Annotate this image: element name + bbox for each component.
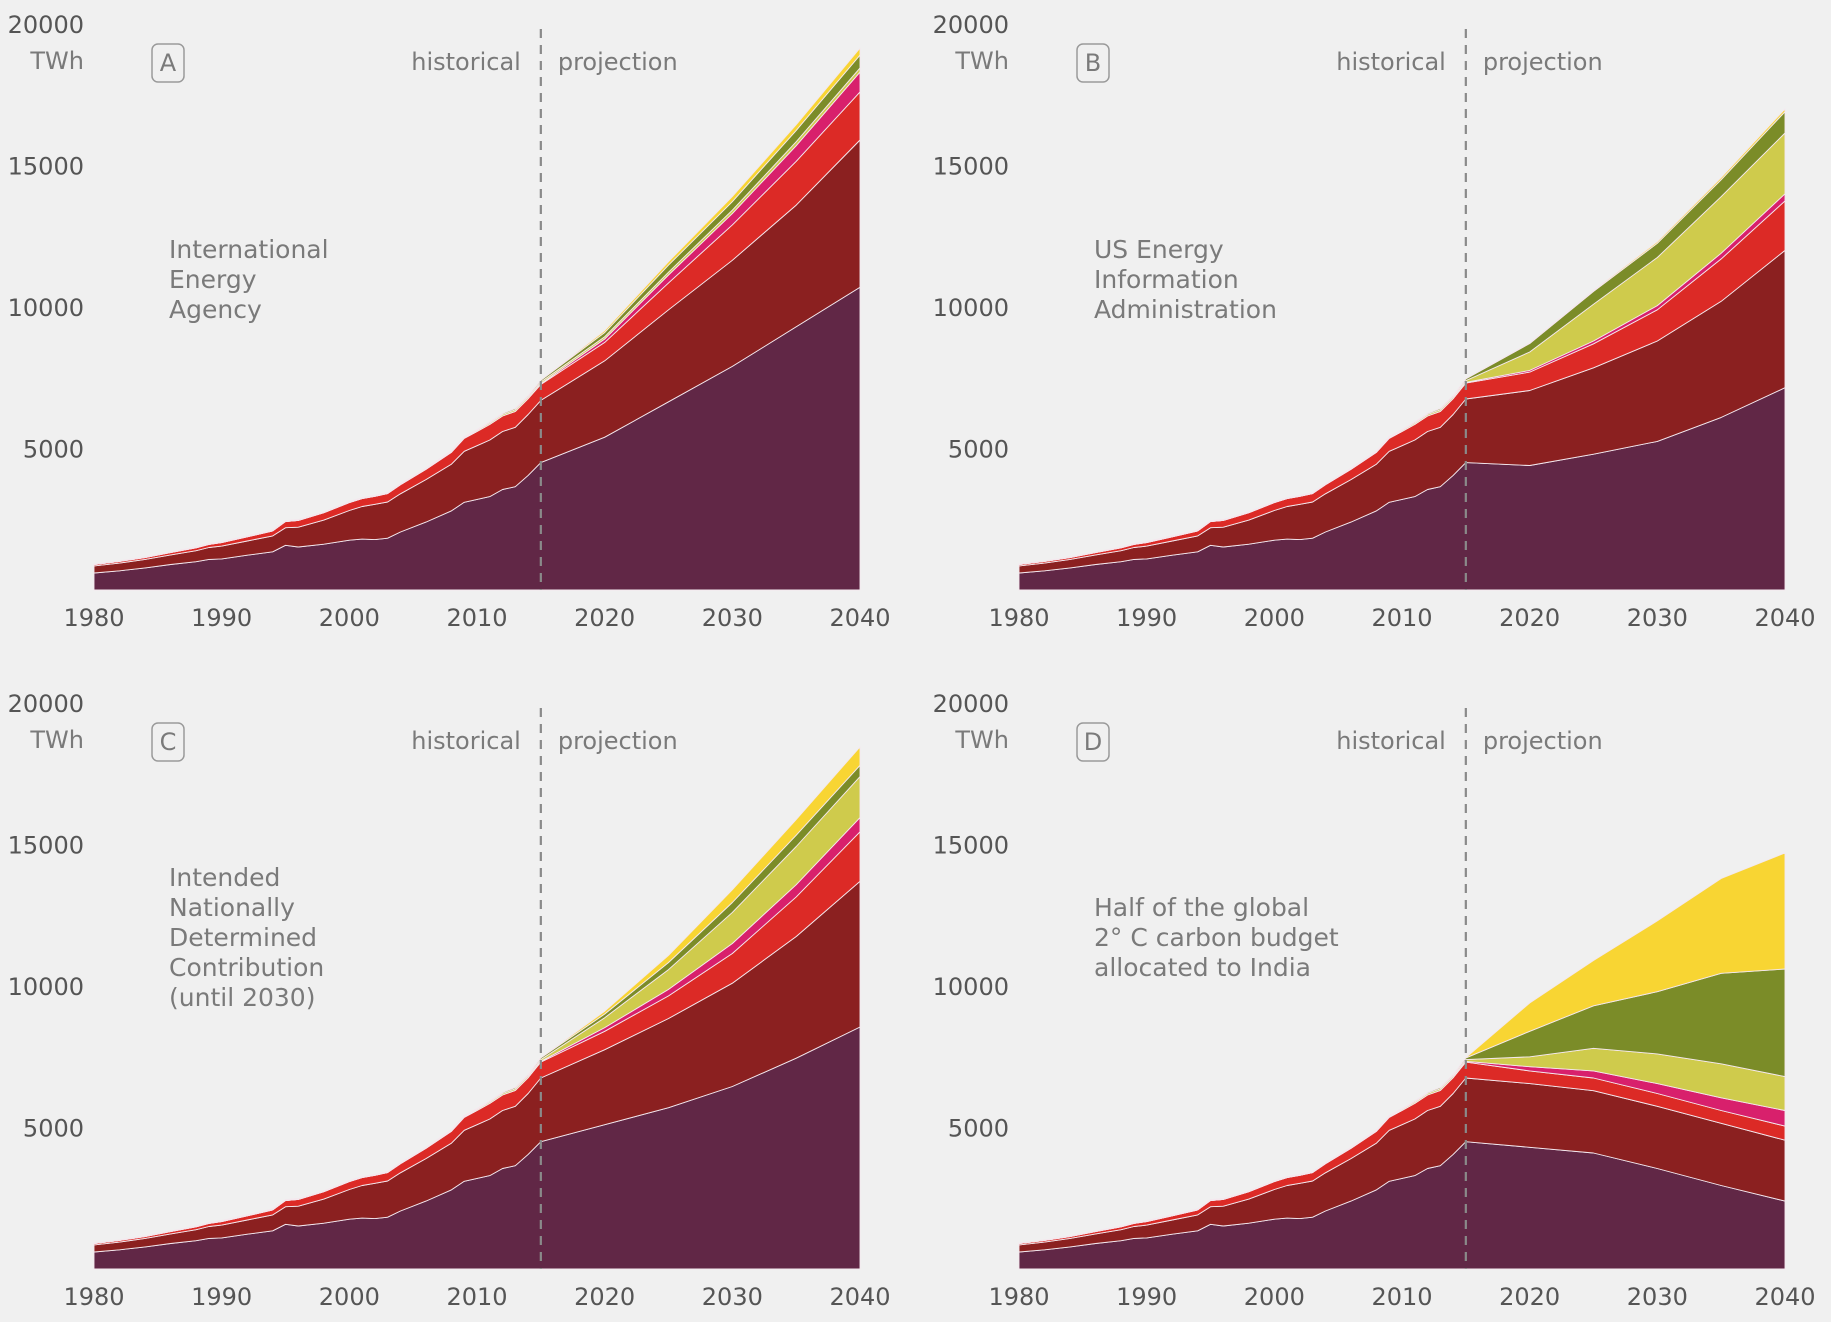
x-tick-label: 2030	[1627, 604, 1688, 632]
historical-label: historical	[1336, 48, 1446, 76]
x-tick-label: 1990	[191, 604, 252, 632]
panel-b: 1980 1990 2000 2010 2020 2030 2040 5000 10000 150…	[933, 11, 1816, 632]
y-tick-label: 20000	[933, 11, 1009, 39]
panel-label-box	[151, 43, 185, 83]
y-tick-label: 15000	[933, 832, 1009, 860]
panel-label: C	[160, 728, 177, 756]
y-tick-label: 10000	[933, 294, 1009, 322]
historical-label: historical	[411, 48, 521, 76]
area-layer-7	[93, 746, 861, 1244]
y-tick-label: 15000	[933, 153, 1009, 181]
x-tick-label: 2000	[1244, 604, 1305, 632]
panel-label: B	[1085, 49, 1101, 77]
y-tick-label: 10000	[8, 294, 84, 322]
x-tick-label: 2040	[829, 604, 890, 632]
panel-title-line: Nationally	[169, 893, 295, 922]
y-axis-label: TWh	[29, 47, 84, 75]
y-axis-label: TWh	[954, 726, 1009, 754]
x-tick-label: 2030	[702, 1283, 763, 1311]
panel-a: 1980 1990 2000 2010 2020 2030 2040 5000 10000 150…	[8, 11, 891, 632]
panel-title-line: Determined	[169, 923, 317, 952]
panel-label: A	[160, 49, 177, 77]
panel-label-box	[1076, 722, 1110, 762]
panel-title-line: Agency	[169, 295, 262, 324]
y-tick-label: 20000	[8, 690, 84, 718]
y-tick-label: 10000	[8, 973, 84, 1001]
x-tick-label: 1990	[1116, 1283, 1177, 1311]
x-tick-label: 2020	[574, 604, 635, 632]
projection-label: projection	[558, 727, 678, 755]
panel-d: 1980 1990 2000 2010 2020 2030 2040 5000 10000 150…	[933, 690, 1816, 1311]
y-tick-label: 5000	[948, 1115, 1009, 1143]
y-tick-label: 15000	[8, 153, 84, 181]
x-tick-label: 2030	[702, 604, 763, 632]
x-tick-label: 2010	[446, 604, 507, 632]
historical-label: historical	[1336, 727, 1446, 755]
y-axis-label: TWh	[29, 726, 84, 754]
y-tick-label: 10000	[933, 973, 1009, 1001]
panel-label-box	[151, 722, 185, 762]
panel-title-line: Administration	[1094, 295, 1277, 324]
y-tick-label: 5000	[23, 436, 84, 464]
panel-title-line: 2° C carbon budget	[1094, 923, 1339, 952]
x-tick-label: 1980	[63, 1283, 124, 1311]
x-tick-label: 2020	[1499, 604, 1560, 632]
panel-label-box	[1076, 43, 1110, 83]
panel-title-line: International	[169, 235, 329, 264]
area-layer-7	[93, 47, 861, 565]
y-tick-label: 15000	[8, 832, 84, 860]
x-tick-label: 2010	[446, 1283, 507, 1311]
y-tick-label: 20000	[933, 690, 1009, 718]
x-tick-label: 1990	[1116, 604, 1177, 632]
area-layer-7	[1018, 852, 1786, 1244]
projection-label: projection	[1483, 727, 1603, 755]
x-tick-label: 2020	[574, 1283, 635, 1311]
projection-label: projection	[558, 48, 678, 76]
area-layer-7	[1018, 108, 1786, 565]
panel-title-line: Half of the global	[1094, 893, 1309, 922]
panel-title-line: Information	[1094, 265, 1239, 294]
projection-label: projection	[1483, 48, 1603, 76]
historical-label: historical	[411, 727, 521, 755]
x-tick-label: 1980	[63, 604, 124, 632]
y-tick-label: 5000	[948, 436, 1009, 464]
panel-title-line: US Energy	[1094, 235, 1224, 264]
panel-c: 1980 1990 2000 2010 2020 2030 2040 5000 10000 150…	[8, 690, 891, 1311]
panel-title-line: allocated to India	[1094, 953, 1311, 982]
x-tick-label: 2000	[1244, 1283, 1305, 1311]
x-tick-label: 2010	[1371, 604, 1432, 632]
panel-title-line: Contribution	[169, 953, 324, 982]
x-tick-label: 2000	[319, 1283, 380, 1311]
panel-label: D	[1084, 728, 1102, 756]
x-tick-label: 2000	[319, 604, 380, 632]
x-tick-label: 1980	[988, 604, 1049, 632]
x-tick-label: 2040	[1754, 1283, 1815, 1311]
x-tick-label: 2010	[1371, 1283, 1432, 1311]
x-tick-label: 2020	[1499, 1283, 1560, 1311]
panel-title-line: (until 2030)	[169, 983, 315, 1012]
y-tick-label: 5000	[23, 1115, 84, 1143]
y-axis-label: TWh	[954, 47, 1009, 75]
y-tick-label: 20000	[8, 11, 84, 39]
x-tick-label: 1980	[988, 1283, 1049, 1311]
panel-title-line: Intended	[169, 863, 280, 892]
x-tick-label: 2040	[829, 1283, 890, 1311]
x-tick-label: 2040	[1754, 604, 1815, 632]
panel-title-line: Energy	[169, 265, 257, 294]
x-tick-label: 1990	[191, 1283, 252, 1311]
x-tick-label: 2030	[1627, 1283, 1688, 1311]
